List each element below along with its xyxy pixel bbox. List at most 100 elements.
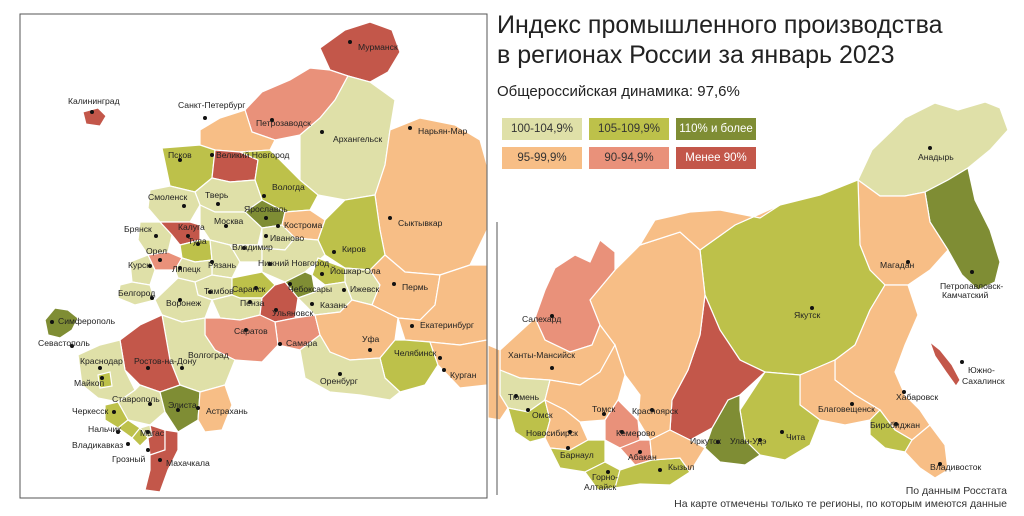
region-altai-krai — [548, 439, 606, 473]
region-urals-edge — [487, 344, 509, 421]
city-dot-barnaul — [566, 446, 570, 450]
main-map — [487, 101, 1009, 495]
city-dot-ekaterinburg — [410, 324, 414, 328]
city-dot-magadan — [906, 260, 910, 264]
region-adygea — [97, 371, 113, 389]
city-label-kazan: Казань — [320, 300, 348, 310]
city-label-birobidzhan: Биробиджан — [870, 420, 920, 430]
city-label-nalchik: Нальчик — [88, 424, 121, 434]
city-dot-ryazan — [210, 260, 214, 264]
city-dot-naryanmar — [408, 126, 412, 130]
subtitle: Общероссийская динамика: 97,6% — [497, 83, 740, 100]
city-dot-ivanovo — [264, 234, 268, 238]
region-komi — [374, 117, 488, 276]
city-dot-salekhard — [550, 314, 554, 318]
city-label-yakutsk: Якутск — [794, 310, 820, 320]
city-dot-ulanude — [758, 438, 762, 442]
city-label-orel: Орел — [146, 246, 167, 256]
city-dot-vladivostok — [938, 462, 942, 466]
region-chukotka — [857, 101, 1009, 197]
city-label-astrakhan: Астрахань — [206, 406, 248, 416]
city-label-cheboksary: Чебоксары — [288, 284, 332, 294]
city-dot-yaroslavl — [264, 216, 268, 220]
city-dot-volgograd — [180, 366, 184, 370]
city-label-tambov: Тамбов — [204, 286, 234, 296]
city-label-khanty: Ханты-Мансийск — [508, 350, 575, 360]
city-label-voronezh: Воронеж — [166, 298, 201, 308]
city-dot-tambov — [208, 290, 212, 294]
city-label-kaluga: Калуга — [178, 222, 205, 232]
city-label-maikop: Майкоп — [74, 378, 104, 388]
region-taymyr — [638, 204, 781, 251]
inset-frame — [19, 13, 488, 499]
region-kurgan — [429, 339, 488, 389]
city-dot-tula — [196, 242, 200, 246]
city-dot-omsk — [526, 408, 530, 412]
city-label-spb: Санкт-Петербург — [178, 100, 245, 110]
city-label-blagoveshchensk: Благовещенск — [818, 404, 875, 414]
city-label-chelyabinsk: Челябинск — [394, 348, 437, 358]
city-label-gorno1: Горно- — [592, 472, 618, 482]
city-label-elista: Элиста — [168, 400, 197, 410]
city-dot-stavropol — [148, 402, 152, 406]
region-kamchatka — [924, 167, 1001, 291]
city-dot-perm — [392, 282, 396, 286]
city-label-yuzhno2: Сахалинск — [962, 376, 1005, 386]
city-dot-yuzhno1 — [960, 360, 964, 364]
city-label-novosibirsk: Новосибирск — [526, 428, 578, 438]
legend-item-110-plus: 110% и более — [676, 118, 756, 140]
city-label-vologda: Вологда — [272, 182, 305, 192]
city-label-kirov: Киров — [342, 244, 366, 254]
city-dot-orenburg — [338, 372, 342, 376]
title-line-1: Индекс промышленного производства — [497, 11, 943, 39]
city-dot-ufa — [368, 348, 372, 352]
city-dot-khanty — [550, 366, 554, 370]
city-label-tyumen: Тюмень — [508, 392, 540, 402]
region-primorye — [904, 424, 949, 479]
region-smolensk — [147, 185, 201, 223]
city-label-belgorod: Белгород — [118, 288, 155, 298]
city-label-petropavlovsk1: Петропавловск- — [940, 281, 1003, 291]
city-label-cherkessk: Черкесск — [72, 406, 109, 416]
city-label-rostov: Ростов-на-Дону — [134, 356, 197, 366]
region-kursk — [129, 254, 156, 286]
city-dot-anadyr — [928, 146, 932, 150]
city-dot-sevastopol — [70, 344, 74, 348]
legend-item-105-109: 105-109,9% — [589, 118, 669, 140]
city-label-vladivostok: Владивосток — [930, 462, 982, 472]
inset-city-labels: Калининград Санкт-Петербург Петрозаводск Му… — [38, 40, 477, 468]
city-dot-krasnoyarsk — [650, 408, 654, 412]
city-dot-vladimir — [242, 246, 246, 250]
city-dot-novosibirsk — [568, 430, 572, 434]
city-label-kostroma: Кострома — [284, 220, 322, 230]
city-label-irkutsk: Иркутск — [690, 436, 721, 446]
city-label-kursk: Курск — [128, 260, 150, 270]
city-dot-chelyabinsk — [438, 356, 442, 360]
city-dot-syktyvkar — [388, 216, 392, 220]
city-dot-grozny — [146, 448, 150, 452]
city-dot-petrozavodsk — [270, 118, 274, 122]
city-label-makhachkala: Махачкала — [166, 458, 210, 468]
city-label-perm: Пермь — [402, 282, 429, 292]
city-label-orenburg: Оренбург — [320, 376, 358, 386]
city-dot-chita — [780, 430, 784, 434]
city-label-tula: Тула — [188, 236, 207, 246]
city-label-syktyvkar: Сыктывкар — [398, 218, 443, 228]
city-dot-kazan — [310, 302, 314, 306]
city-dot-belgorod — [150, 296, 154, 300]
city-label-gorno2: Алтайск — [584, 482, 616, 492]
city-dot-tyumen — [514, 394, 518, 398]
city-label-yoshkarola: Йошкар-Ола — [330, 265, 381, 276]
main-city-labels: Анадырь Магадан Якутск Петропавловск-Камчат… — [508, 146, 1005, 492]
city-dot-moscow — [224, 224, 228, 228]
city-dot-kursk — [148, 264, 152, 268]
city-dot-ulyanovsk — [274, 308, 278, 312]
city-label-krasnoyarsk: Красноярск — [632, 406, 678, 416]
city-dot-maikop — [100, 376, 104, 380]
city-label-salekhard: Салехард — [522, 314, 561, 324]
city-label-ulanude: Улан-Удэ — [730, 436, 767, 446]
source-note: По данным Росстата — [905, 485, 1007, 497]
city-label-magadan: Магадан — [880, 260, 915, 270]
city-dot-vladikavkaz — [126, 442, 130, 446]
